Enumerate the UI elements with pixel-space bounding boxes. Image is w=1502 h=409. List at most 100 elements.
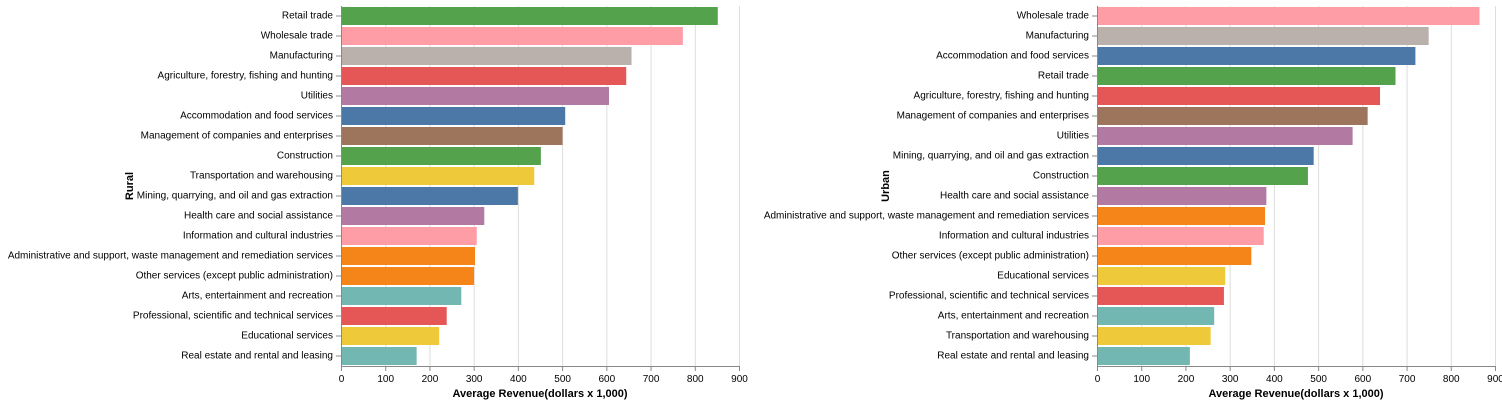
urban-bar-information-and-cultural-industries <box>1097 227 1264 245</box>
rural-category-label: Accommodation and food services <box>180 111 333 122</box>
urban-bar-arts-entertainment-and-recreation <box>1097 307 1215 325</box>
urban-category-label: Real estate and rental and leasing <box>937 351 1089 362</box>
urban-category-label: Management of companies and enterprises <box>897 111 1089 122</box>
rural-bar-other-services-except-public-administration <box>341 267 475 285</box>
rural-x-tick-label: 0 <box>339 374 345 385</box>
urban-category-label: Agriculture, forestry, fishing and hunti… <box>914 91 1089 102</box>
rural-category-label: Management of companies and enterprises <box>141 131 333 142</box>
urban-x-tick-label: 300 <box>1222 374 1239 385</box>
urban-category-label: Transportation and warehousing <box>946 331 1089 342</box>
urban-x-tick-label: 100 <box>1133 374 1150 385</box>
urban-category-label: Information and cultural industries <box>939 231 1089 242</box>
rural-bar-educational-services <box>341 327 440 345</box>
rural-x-tick-label: 900 <box>731 374 748 385</box>
urban-x-tick-label: 0 <box>1095 374 1101 385</box>
urban-category-label: Accommodation and food services <box>936 51 1089 62</box>
rural-bar-real-estate-and-rental-and-leasing <box>341 347 417 365</box>
rural-category-label: Wholesale trade <box>261 31 334 42</box>
urban-bar-accommodation-and-food-services <box>1097 47 1416 65</box>
urban-y-axis-title: Urban <box>880 170 892 202</box>
rural-category-label: Arts, entertainment and recreation <box>182 291 333 302</box>
rural-bar-construction <box>341 147 541 165</box>
rural-panel: Retail trade Wholesale trade Manufacturing… <box>8 6 748 400</box>
urban-x-tick-label: 900 <box>1487 374 1502 385</box>
rural-bar-accommodation-and-food-services <box>341 107 566 125</box>
urban-bar-real-estate-and-rental-and-leasing <box>1097 347 1190 365</box>
urban-bar-mining-quarrying-and-oil-and-gas-extraction <box>1097 147 1314 165</box>
rural-category-label: Agriculture, forestry, fishing and hunti… <box>158 71 333 82</box>
rural-category-label: Professional, scientific and technical s… <box>133 311 333 322</box>
urban-x-tick-label: 800 <box>1443 374 1460 385</box>
urban-x-tick-label: 600 <box>1354 374 1371 385</box>
rural-y-axis-title: Rural <box>124 172 136 200</box>
urban-x-tick-label: 400 <box>1266 374 1283 385</box>
urban-category-label: Administrative and support, waste manage… <box>764 211 1089 222</box>
rural-bar-arts-entertainment-and-recreation <box>341 287 462 305</box>
urban-bar-construction <box>1097 167 1308 185</box>
rural-category-label: Retail trade <box>282 11 334 22</box>
urban-category-label: Educational services <box>997 271 1089 282</box>
rural-category-label: Manufacturing <box>270 51 333 62</box>
urban-bar-management-of-companies-and-enterprises <box>1097 107 1368 125</box>
urban-category-label: Manufacturing <box>1026 31 1089 42</box>
rural-bar-management-of-companies-and-enterprises <box>341 127 563 145</box>
urban-category-label: Wholesale trade <box>1017 11 1090 22</box>
urban-x-tick-label: 200 <box>1178 374 1195 385</box>
rural-x-tick-label: 800 <box>687 374 704 385</box>
urban-bar-health-care-and-social-assistance <box>1097 187 1267 205</box>
urban-bar-professional-scientific-and-technical-services <box>1097 287 1224 305</box>
rural-category-label: Health care and social assistance <box>184 211 333 222</box>
rural-category-label: Utilities <box>301 91 333 102</box>
rural-category-label: Real estate and rental and leasing <box>181 351 333 362</box>
urban-category-label: Professional, scientific and technical s… <box>889 291 1089 302</box>
urban-category-label: Retail trade <box>1038 71 1090 82</box>
rural-bar-utilities <box>341 87 609 105</box>
rural-x-axis-title: Average Revenue(dollars x 1,000) <box>452 388 627 400</box>
urban-x-tick-label: 500 <box>1310 374 1327 385</box>
urban-bar-agriculture-forestry-fishing-and-hunting <box>1097 87 1381 105</box>
urban-category-label: Health care and social assistance <box>940 191 1089 202</box>
rural-category-label: Administrative and support, waste manage… <box>8 251 333 262</box>
rural-x-tick-label: 700 <box>643 374 660 385</box>
urban-panel: Wholesale trade Manufacturing Accommodatio… <box>764 6 1502 400</box>
rural-x-tick-label: 600 <box>598 374 615 385</box>
rural-bar-mining-quarrying-and-oil-and-gas-extraction <box>341 187 518 205</box>
rural-bar-wholesale-trade <box>341 27 683 45</box>
rural-bar-administrative-and-support-waste-management-and-remediation-services <box>341 247 475 265</box>
urban-bar-wholesale-trade <box>1097 7 1480 25</box>
rural-bar-health-care-and-social-assistance <box>341 207 485 225</box>
urban-category-label: Utilities <box>1057 131 1089 142</box>
rural-x-tick-label: 500 <box>554 374 571 385</box>
rural-bar-information-and-cultural-industries <box>341 227 477 245</box>
rural-category-label: Other services (except public administra… <box>136 271 333 282</box>
urban-bar-manufacturing <box>1097 27 1429 45</box>
rural-category-label: Educational services <box>241 331 333 342</box>
urban-bar-educational-services <box>1097 267 1226 285</box>
rural-x-tick-label: 400 <box>510 374 527 385</box>
rural-category-label: Transportation and warehousing <box>190 171 333 182</box>
rural-category-label: Construction <box>277 151 333 162</box>
rural-bar-professional-scientific-and-technical-services <box>341 307 447 325</box>
rural-category-label: Information and cultural industries <box>183 231 333 242</box>
rural-bar-agriculture-forestry-fishing-and-hunting <box>341 67 627 85</box>
urban-bar-retail-trade <box>1097 67 1396 85</box>
rural-category-label: Mining, quarrying, and oil and gas extra… <box>137 191 333 202</box>
urban-bar-other-services-except-public-administration <box>1097 247 1252 265</box>
urban-category-label: Mining, quarrying, and oil and gas extra… <box>893 151 1089 162</box>
urban-bar-utilities <box>1097 127 1353 145</box>
rural-x-tick-label: 200 <box>422 374 439 385</box>
urban-bar-administrative-and-support-waste-management-and-remediation-services <box>1097 207 1266 225</box>
urban-x-tick-label: 700 <box>1399 374 1416 385</box>
urban-x-axis-title: Average Revenue(dollars x 1,000) <box>1208 388 1383 400</box>
urban-category-label: Arts, entertainment and recreation <box>938 311 1089 322</box>
rural-bar-manufacturing <box>341 47 632 65</box>
urban-category-label: Construction <box>1033 171 1089 182</box>
urban-category-label: Other services (except public administra… <box>892 251 1089 262</box>
urban-bar-transportation-and-warehousing <box>1097 327 1211 345</box>
rural-bar-transportation-and-warehousing <box>341 167 535 185</box>
rural-bar-retail-trade <box>341 7 718 25</box>
rural-x-tick-label: 300 <box>466 374 483 385</box>
rural-x-tick-label: 100 <box>377 374 394 385</box>
